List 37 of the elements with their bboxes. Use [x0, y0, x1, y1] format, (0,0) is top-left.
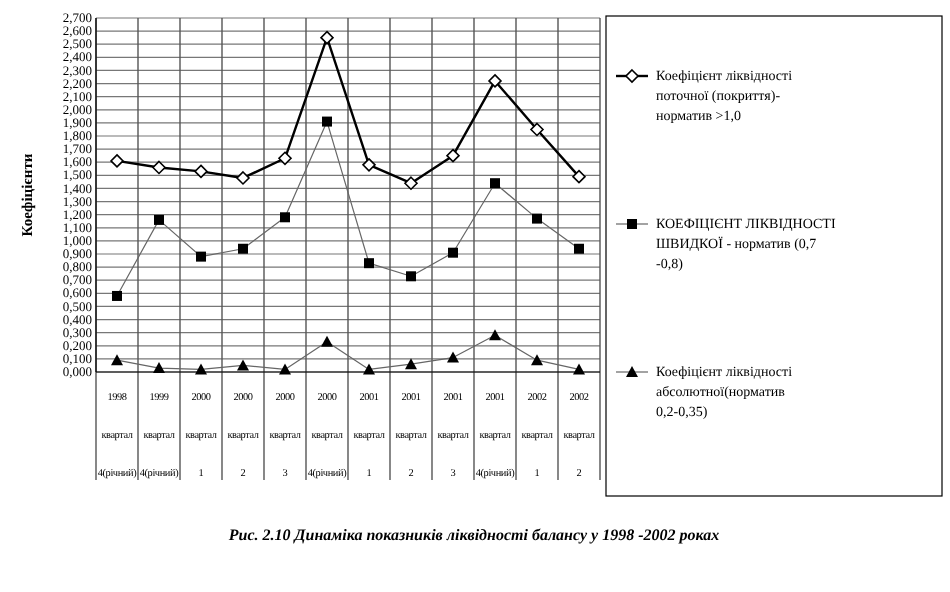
point: [320, 30, 334, 45]
point: [530, 122, 544, 137]
point: [531, 354, 543, 366]
point: [236, 171, 250, 185]
point: [448, 247, 458, 258]
point: [322, 116, 332, 127]
point: [110, 154, 124, 168]
point: [238, 243, 248, 254]
point: [278, 151, 292, 166]
point: [532, 213, 542, 224]
point: [490, 178, 500, 189]
point: [321, 335, 333, 347]
point: [111, 354, 123, 366]
point: [362, 158, 376, 172]
point: [364, 258, 374, 269]
point: [572, 169, 586, 184]
point: [112, 290, 122, 301]
point: [404, 176, 418, 190]
point: [154, 214, 164, 225]
point: [279, 363, 291, 375]
point: [446, 148, 460, 163]
point: [196, 251, 206, 262]
point: [447, 351, 459, 363]
point: [363, 363, 375, 375]
text: Рис. 2.10 Динаміка показників ліквідності балансу у 1998 -2002 роках: [228, 526, 720, 544]
point: [194, 164, 208, 179]
point: [488, 74, 502, 88]
point: [573, 363, 585, 375]
point: [406, 271, 416, 282]
point: [574, 243, 584, 254]
point: [152, 160, 166, 175]
point: [195, 363, 207, 375]
point: [489, 329, 501, 341]
point: [405, 358, 417, 370]
point: [280, 212, 290, 223]
point: [237, 359, 249, 371]
point: [153, 362, 165, 374]
